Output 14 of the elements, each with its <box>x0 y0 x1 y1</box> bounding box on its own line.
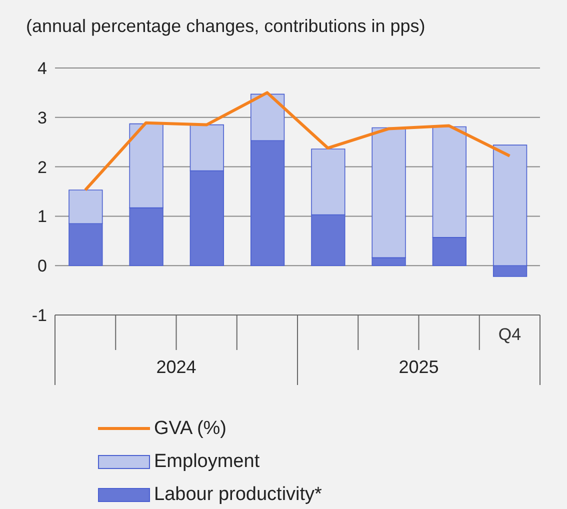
y-tick-label: 3 <box>38 108 47 128</box>
text: 2024 <box>155 357 198 378</box>
chart-title: (annual percentage changes, contributions in pps) <box>26 16 426 37</box>
y-tick-label: 4 <box>38 59 47 78</box>
legend-label: GVA (%) <box>154 418 226 440</box>
y-tick-label: -1 <box>32 306 47 326</box>
legend-label: Labour productivity* <box>154 484 322 506</box>
text: 2025 <box>398 357 440 378</box>
y-tick-label: 1 <box>38 207 47 226</box>
y-tick-label: 0 <box>38 256 47 276</box>
line-series <box>84 91 512 192</box>
legend-label: Employment <box>154 450 260 472</box>
x-tick-label: Q4 <box>498 325 522 344</box>
y-tick-label: 2 <box>38 158 47 177</box>
